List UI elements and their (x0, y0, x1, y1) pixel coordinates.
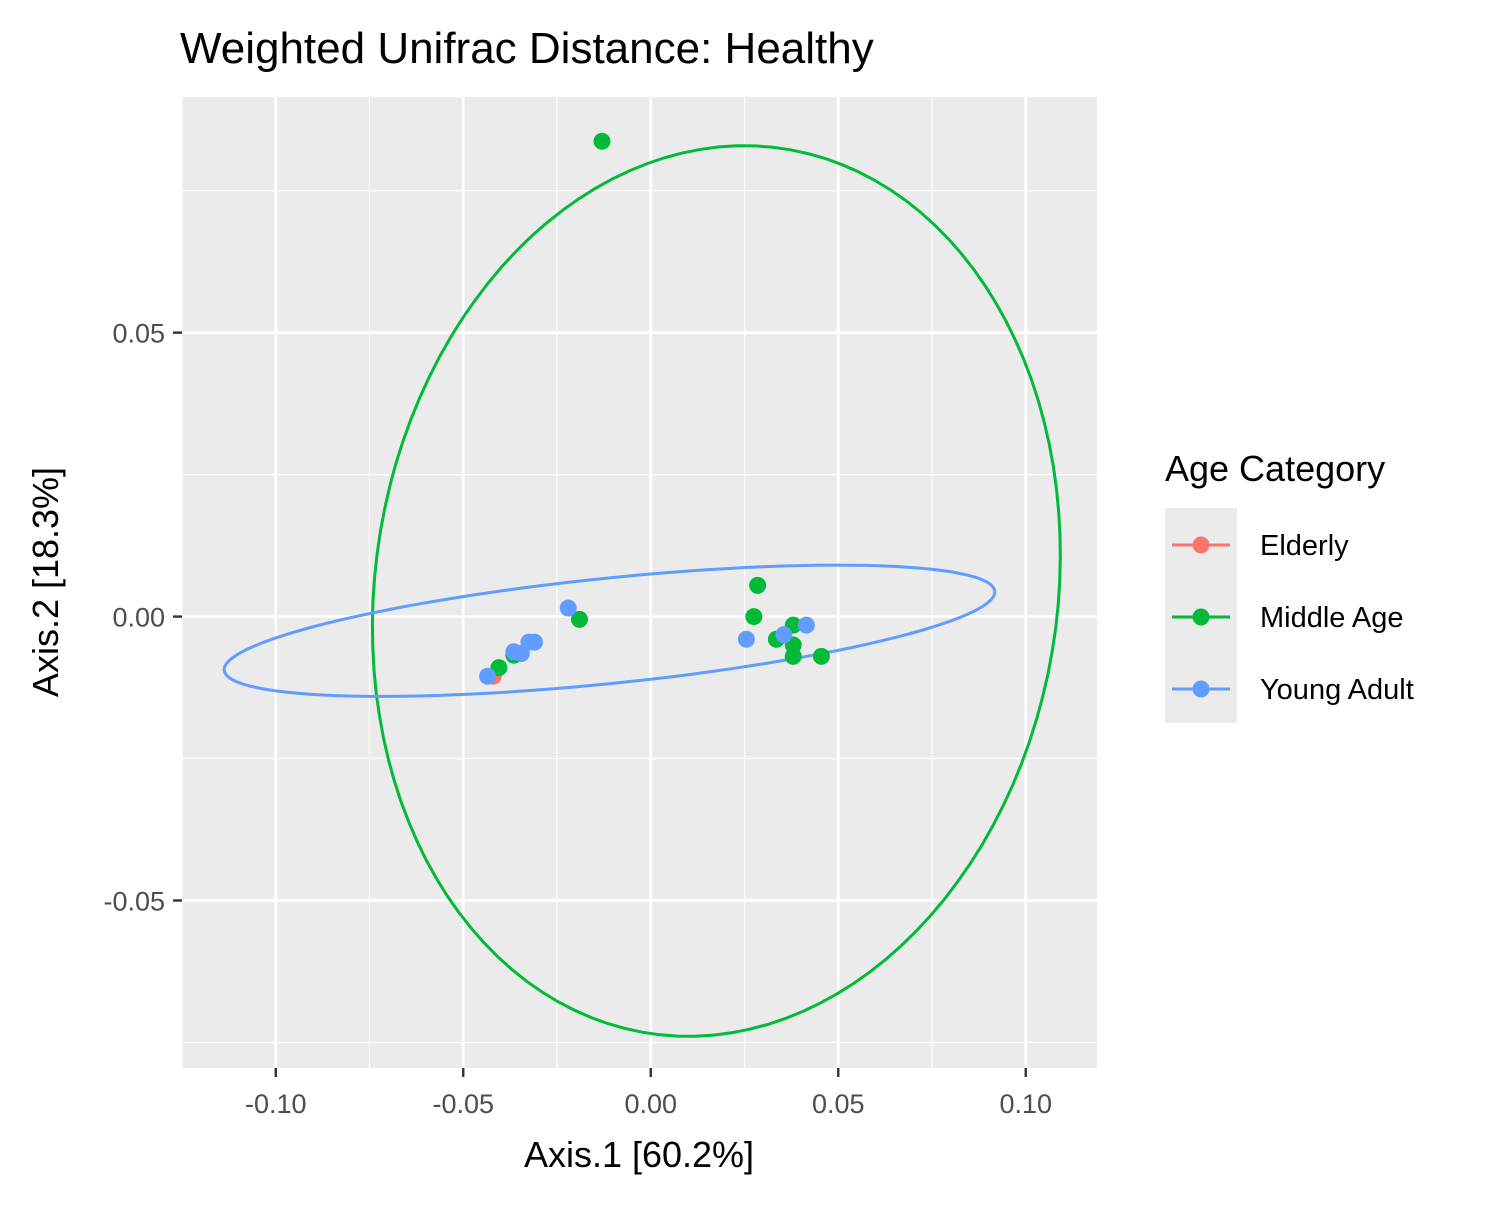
legend-label-young-adult: Young Adult (1260, 674, 1414, 706)
legend-label-middle-age: Middle Age (1260, 602, 1404, 634)
point-young-adult (526, 633, 543, 651)
ellipse-young-adult (222, 563, 997, 698)
x-tick-label: -0.10 (245, 1089, 307, 1119)
point-young-adult (775, 626, 793, 644)
x-axis-title: Axis.1 [60.2%] (524, 1134, 754, 1175)
legend-dot-young-adult (1192, 680, 1210, 698)
y-axis-title: Axis.2 [18.3%] (25, 467, 66, 697)
axes: -0.10 -0.05 0.00 0.05 0.10 -0.05 0.00 0.05 (103, 319, 1052, 1119)
confidence-ellipses (222, 144, 1062, 1038)
legend-title: Age Category (1165, 448, 1385, 489)
point-young-adult (737, 630, 755, 648)
grid-lines (181, 97, 1097, 1068)
legend-dot-middle-age (1192, 608, 1210, 626)
point-middle-age (784, 647, 802, 665)
point-young-adult (797, 616, 815, 634)
x-tick-label: 0.10 (999, 1089, 1052, 1119)
data-points (479, 132, 830, 685)
legend-keys: Elderly Middle Age Young Adult (1172, 530, 1414, 706)
point-young-adult (479, 667, 497, 685)
point-middle-age (571, 610, 588, 628)
legend: Age Category Elderly Middle Age Young Adul… (1165, 448, 1414, 723)
legend-label-elderly: Elderly (1260, 530, 1349, 562)
plot-panel (182, 97, 1097, 1068)
x-tick-label: -0.05 (432, 1089, 494, 1119)
y-tick-label: 0.05 (112, 319, 165, 349)
x-tick-label: 0.05 (812, 1089, 865, 1119)
legend-dot-elderly (1192, 536, 1210, 554)
point-middle-age (749, 576, 767, 594)
point-middle-age (593, 132, 611, 150)
chart-title: Weighted Unifrac Distance: Healthy (180, 24, 874, 73)
y-tick-label: 0.00 (112, 603, 165, 633)
x-tick-label: 0.00 (624, 1089, 677, 1119)
point-middle-age (812, 647, 830, 665)
ellipse-middle-age (370, 144, 1062, 1038)
point-middle-age (745, 608, 763, 626)
point-young-adult (559, 599, 577, 617)
y-tick-label: -0.05 (103, 886, 165, 916)
